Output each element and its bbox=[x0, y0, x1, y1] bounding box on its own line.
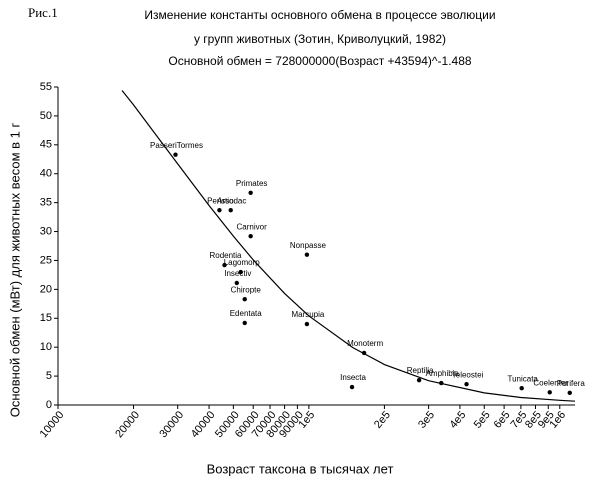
point-label: Primates bbox=[236, 179, 268, 188]
y-tick-label: 0 bbox=[46, 399, 52, 411]
point-label: Nonpasse bbox=[290, 241, 327, 250]
y-tick-label: 35 bbox=[40, 197, 52, 209]
point-label: Chiropte bbox=[231, 285, 262, 294]
point-label: PasseriTormes bbox=[150, 141, 203, 150]
y-tick-label: 50 bbox=[40, 110, 52, 122]
y-axis-label: Основной обмен (мВт) для животных весом … bbox=[7, 122, 22, 417]
fit-curve bbox=[121, 90, 576, 402]
data-point bbox=[304, 321, 310, 327]
point-label: Perisso bbox=[207, 196, 234, 205]
data-point bbox=[242, 296, 247, 302]
data-point bbox=[304, 252, 310, 257]
point-label: Teleostei bbox=[452, 370, 484, 379]
data-point bbox=[238, 269, 243, 275]
chart-title: Изменение константы основного обмена в п… bbox=[144, 8, 495, 22]
x-tick-label: 10000 bbox=[38, 409, 67, 440]
data-point bbox=[173, 152, 178, 157]
y-tick-label: 30 bbox=[40, 225, 52, 237]
x-axis-label: Возраст таксона в тысячах лет bbox=[207, 461, 394, 476]
data-point bbox=[248, 233, 253, 239]
data-point bbox=[349, 384, 355, 390]
data-point bbox=[519, 386, 524, 391]
data-point bbox=[547, 390, 552, 395]
x-tick-label: 6e5 bbox=[492, 409, 513, 431]
point-label: Coelenter bbox=[533, 378, 568, 387]
x-tick-label: 30000 bbox=[157, 409, 186, 440]
point-label: Amphibia bbox=[426, 369, 460, 378]
data-point bbox=[248, 190, 253, 196]
x-tick-label: 2e5 bbox=[372, 409, 393, 431]
formula: Основной обмен = 728000000(Возраст +4359… bbox=[168, 54, 471, 68]
x-tick-label: 40000 bbox=[189, 409, 218, 440]
x-tick-label: 3e5 bbox=[416, 409, 437, 431]
point-label: Porifera bbox=[557, 379, 586, 388]
y-tick-label: 40 bbox=[40, 168, 52, 180]
point-label: Insecta bbox=[340, 373, 366, 382]
point-label: Lagomorp bbox=[224, 258, 261, 267]
figure-label: Рис.1 bbox=[28, 5, 58, 20]
point-label: Rodentia bbox=[209, 251, 242, 260]
data-point bbox=[416, 377, 422, 383]
data-point bbox=[228, 207, 233, 213]
y-tick-label: 15 bbox=[40, 312, 52, 324]
point-label: Tunicata bbox=[507, 374, 538, 383]
point-label: Artiodac bbox=[217, 196, 246, 205]
data-point bbox=[217, 207, 222, 213]
data-point bbox=[567, 390, 572, 396]
x-tick-label: 5e5 bbox=[472, 409, 493, 431]
x-tick-label: 4e5 bbox=[447, 409, 468, 431]
y-tick-label: 10 bbox=[40, 341, 52, 353]
data-point bbox=[464, 381, 469, 387]
y-tick-label: 55 bbox=[40, 81, 52, 93]
data-point bbox=[234, 280, 239, 286]
chart-subtitle: у групп животных (Зотин, Криволуцкий, 19… bbox=[194, 32, 446, 46]
point-label: Insectiv bbox=[224, 269, 251, 278]
point-label: Edentata bbox=[230, 309, 263, 318]
y-tick-label: 20 bbox=[40, 283, 52, 295]
y-tick-label: 5 bbox=[46, 370, 52, 382]
x-tick-label: 20000 bbox=[113, 409, 142, 440]
y-tick-label: 25 bbox=[40, 254, 52, 266]
y-tick-label: 45 bbox=[40, 139, 52, 151]
data-point bbox=[222, 262, 227, 268]
point-label: Reptilia bbox=[407, 366, 434, 375]
point-label: Monoterm bbox=[347, 339, 383, 348]
point-label: Carnivor bbox=[237, 222, 268, 231]
data-point bbox=[242, 320, 247, 326]
